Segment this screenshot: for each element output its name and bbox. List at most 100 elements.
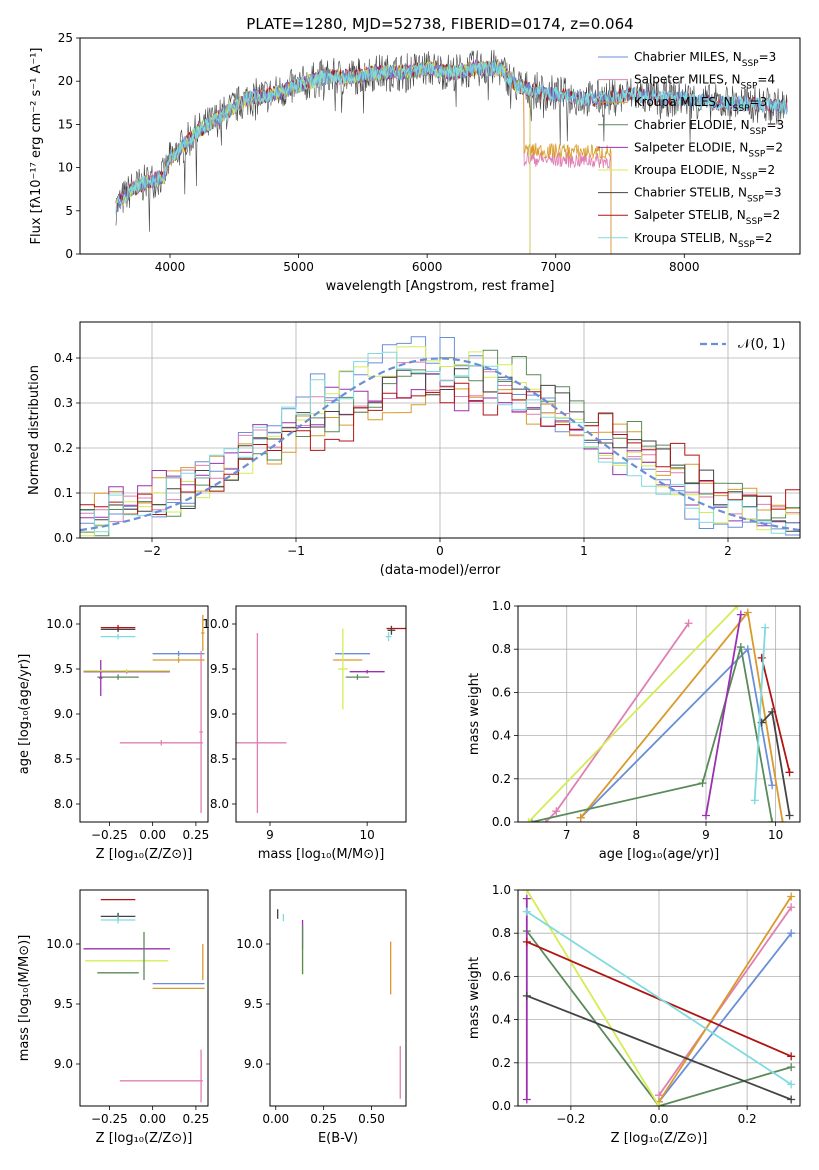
x-axis-label: age [log₁₀(age/yr)] [599,847,720,862]
x-axis-label: E(B-V) [318,1131,358,1146]
weight-line [527,606,738,822]
weight-point [778,818,787,822]
figure-title: PLATE=1280, MJD=52738, FIBERID=0174, z=0… [246,15,633,33]
legend-entry: Salpeter STELIB, NSSP=2 [634,208,780,227]
y-tick-label: 0.4 [492,729,511,743]
plot-area [524,606,794,822]
y-tick-label: 8.0 [210,797,229,811]
plot-area [83,898,205,1103]
x-tick-label: 5000 [283,260,314,274]
axes-frame [235,605,407,823]
y-tick-label: 1.0 [492,599,511,613]
legend-entry: Chabrier ELODIE, NSSP=3 [634,118,784,137]
x-axis-label: Z [log₁₀(Z/Z⊙)] [611,1131,708,1146]
legend-entry: Chabrier MILES, NSSP=3 [634,50,776,69]
weight-point [736,610,745,619]
x-tick-label: 0.2 [738,1112,757,1126]
x-tick-label: 7000 [540,260,571,274]
weight-point [750,796,759,805]
y-tick-label: 0.8 [492,926,511,940]
x-tick-label: 10 [768,828,783,842]
weight-point [785,811,794,820]
weight-line [580,647,773,819]
weight-line [658,932,792,1103]
legend-entry: Kroupa ELODIE, NSSP=2 [634,163,775,182]
weight-point [522,937,531,946]
y-tick-label: 10.0 [46,937,73,951]
axes-frame [79,37,801,255]
axes-frame [79,889,209,1107]
weight-point [743,645,752,654]
weight-point [524,818,533,822]
x-axis-label: wavelength [Angstrom, rest frame] [326,279,555,294]
weight-point [733,606,742,610]
histogram-step [80,351,800,534]
weight-point [522,1095,531,1104]
plot-area [522,890,796,1106]
x-tick-label: −0.2 [556,1112,585,1126]
weight-point [655,1102,663,1106]
axes-frame [269,889,407,1107]
weight-line [526,910,792,1086]
y-tick-label: 9.5 [54,662,73,676]
x-tick-label: 0.00 [262,1112,289,1126]
axes-age-vs-mass: 9 10 8.0 8.5 9.0 9.5 10.0 mass [log₁₀(M/M⊙)] [202,605,407,862]
weight-point [787,1095,796,1104]
weight-point [761,623,770,632]
spectrum-line [115,60,531,254]
axes-frame [517,605,801,823]
normal-reference-curve [80,357,800,532]
y-tick-label: 0.0 [492,815,511,829]
weight-point [757,653,766,662]
weight-line [760,657,791,773]
axes-mass-vs-EBV: 0.00 0.25 0.50 9.0 9.5 10.0 E(B-V) [236,889,407,1146]
y-tick-label: 8.5 [54,752,73,766]
y-tick-label: 0.1 [54,486,73,500]
y-axis-label: mass weight [467,957,482,1039]
legend-entry: Salpeter MILES, NSSP=4 [634,73,775,92]
x-tick-label: 1 [580,544,588,558]
axes-frame [517,889,801,1107]
y-tick-label: 0.0 [54,531,73,545]
legend-entry: Kroupa MILES, NSSP=3 [634,95,767,114]
y-axis-label: mass [log₁₀(M/M⊙)] [17,935,32,1062]
axes-frame [79,321,801,539]
weight-point [768,818,777,822]
weight-point [787,929,796,938]
weight-point [576,813,585,822]
x-tick-label: −0.25 [91,1112,128,1126]
y-tick-label: 9.5 [54,997,73,1011]
y-tick-label: 0.6 [492,969,511,983]
legend-entry: Salpeter ELODIE, NSSP=2 [634,140,783,159]
weight-point [702,811,710,820]
y-tick-label: 0.3 [54,396,73,410]
weight-point [743,608,752,617]
axes-residuals: −2 −1 0 1 2 0.0 0.1 0.2 0.3 0.4 (data-model)/error… [27,321,801,578]
axes-mass-vs-Z: −0.25 0.00 0.25 9.0 9.5 10.0 Z [log₁₀(Z/Z⊙)] ma… [17,889,209,1146]
weight-line [658,896,792,1103]
weight-point [698,779,707,788]
x-tick-label: 0.0 [649,1112,668,1126]
y-tick-label: 0.4 [492,1013,511,1027]
y-tick-label: 0.0 [492,1099,511,1113]
plot-area [115,49,788,254]
y-tick-label: 0.4 [54,351,73,365]
axes-mass-weight-vs-Z: −0.2 0.0 0.2 0.0 0.2 0.4 0.6 0.8 1.0 Z [log₁₀(Z/Z… [467,883,801,1146]
y-tick-label: 0.2 [492,1056,511,1070]
plot-area [236,625,406,813]
axes-spectrum: 4000 5000 6000 7000 8000 0 5 10 15 20 25 wavelength… [29,31,801,294]
y-tick-label: 10.0 [202,617,229,631]
x-tick-label: 10 [360,828,375,842]
y-tick-label: 5 [65,204,73,218]
weight-line [545,622,690,822]
y-tick-label: 9.5 [244,997,263,1011]
weight-line [526,890,660,1106]
x-tick-label: 2 [724,544,732,558]
legend-entry: Kroupa STELIB, NSSP=2 [634,231,772,250]
x-tick-label: 8000 [669,260,700,274]
x-tick-label: −1 [287,544,305,558]
spectrum-line [115,61,788,215]
weight-line [580,610,784,822]
weight-line [753,627,767,801]
y-tick-label: 0.6 [492,685,511,699]
